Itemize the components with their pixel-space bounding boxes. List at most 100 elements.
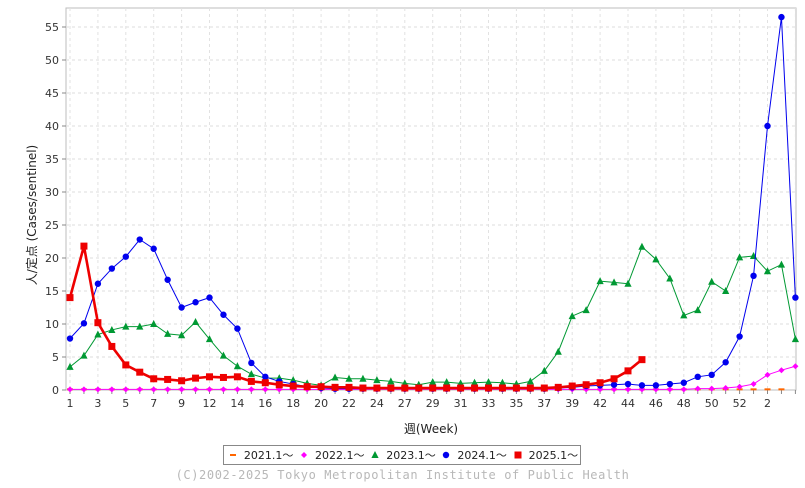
- x-tick-label: 24: [370, 397, 384, 410]
- y-tick-label: 0: [52, 384, 59, 397]
- data-point: [680, 311, 688, 319]
- data-point: [94, 386, 101, 393]
- data-point: [470, 378, 479, 386]
- data-point: [526, 377, 534, 385]
- data-point: [652, 382, 660, 389]
- x-tick-label: 44: [621, 397, 635, 410]
- data-point: [248, 386, 255, 393]
- chart-legend: 2021.1～ 2022.1～ 2023.1～ 2024.1～ 2025.1～: [223, 445, 581, 465]
- data-point: [540, 366, 548, 374]
- data-point: [610, 381, 618, 388]
- x-tick-label: 2: [764, 397, 771, 410]
- data-point: [387, 384, 395, 392]
- x-tick-label: 1: [67, 397, 74, 410]
- data-point: [67, 386, 73, 393]
- data-point: [205, 335, 214, 343]
- data-point: [498, 384, 506, 392]
- legend-item: 2025.1～: [511, 447, 579, 463]
- data-point: [708, 277, 716, 285]
- data-point: [178, 304, 185, 311]
- data-point: [136, 368, 144, 376]
- data-point: [289, 376, 297, 384]
- data-point: [192, 386, 199, 393]
- data-point: [764, 388, 771, 391]
- data-point: [80, 242, 88, 250]
- data-point: [164, 375, 172, 383]
- data-point: [610, 278, 618, 286]
- x-tick-label: 48: [677, 397, 691, 410]
- data-point: [178, 331, 186, 339]
- data-point: [764, 122, 771, 130]
- data-point: [80, 320, 88, 327]
- data-point: [262, 386, 269, 393]
- legend-item: 2024.1～: [439, 447, 507, 463]
- data-point: [108, 342, 116, 350]
- data-point: [763, 267, 772, 275]
- data-point: [610, 375, 618, 383]
- x-tick-label: 39: [565, 397, 579, 410]
- series-layer: [66, 13, 799, 393]
- data-point: [220, 386, 227, 393]
- data-point: [750, 388, 757, 391]
- data-point: [373, 384, 381, 392]
- data-point: [624, 380, 632, 388]
- data-point: [247, 377, 255, 385]
- data-point: [233, 373, 241, 381]
- plot-area: [65, 7, 797, 391]
- data-point: [526, 384, 534, 392]
- series-5: [66, 242, 646, 392]
- data-point: [136, 236, 143, 243]
- data-point: [331, 373, 339, 381]
- data-point: [624, 279, 632, 287]
- data-point: [122, 322, 130, 330]
- data-point: [262, 373, 269, 380]
- y-tick-label: 45: [45, 87, 59, 100]
- data-point: [317, 383, 325, 391]
- legend-marker-icon: [371, 451, 379, 458]
- data-point: [498, 378, 507, 386]
- data-point: [638, 382, 646, 389]
- data-point: [554, 383, 562, 391]
- x-tick-label: 35: [509, 397, 523, 410]
- data-point: [554, 347, 562, 355]
- data-point: [150, 375, 158, 383]
- legend-marker: [443, 451, 450, 459]
- data-point: [722, 359, 729, 366]
- x-axis-title: 週(Week): [404, 422, 458, 436]
- data-point: [220, 311, 227, 318]
- data-point: [401, 384, 409, 392]
- data-point: [345, 383, 353, 391]
- data-point: [164, 276, 171, 283]
- data-point: [66, 362, 74, 370]
- data-point: [247, 370, 255, 378]
- legend-label: 2025.1～: [528, 449, 579, 462]
- x-tick-label: 9: [178, 397, 185, 410]
- data-point: [540, 384, 548, 392]
- data-point: [736, 383, 743, 390]
- data-point: [736, 253, 744, 261]
- y-tick-label: 55: [45, 21, 59, 34]
- x-tick-label: 20: [314, 397, 328, 410]
- data-point: [484, 378, 493, 386]
- legend-label: 2023.1～: [386, 449, 436, 462]
- y-tick-label: 40: [45, 120, 59, 133]
- data-point: [429, 378, 437, 386]
- data-point: [694, 385, 701, 392]
- y-tick-label: 20: [45, 252, 59, 265]
- data-point: [192, 299, 199, 306]
- data-point: [108, 325, 116, 333]
- data-point: [303, 383, 311, 391]
- data-point: [289, 382, 297, 390]
- legend-marker-icon: [229, 454, 236, 456]
- copyright-credit: (C)2002-2025 Tokyo Metropolitan Institut…: [175, 468, 630, 482]
- data-point: [638, 242, 646, 250]
- x-tick-label: 5: [122, 397, 129, 410]
- data-point: [791, 335, 799, 343]
- data-point: [359, 374, 367, 382]
- data-point: [122, 386, 129, 393]
- x-tick-label: 46: [649, 397, 663, 410]
- x-tick-label: 16: [258, 397, 272, 410]
- legend-marker-icon: [301, 452, 308, 458]
- data-point: [66, 294, 74, 302]
